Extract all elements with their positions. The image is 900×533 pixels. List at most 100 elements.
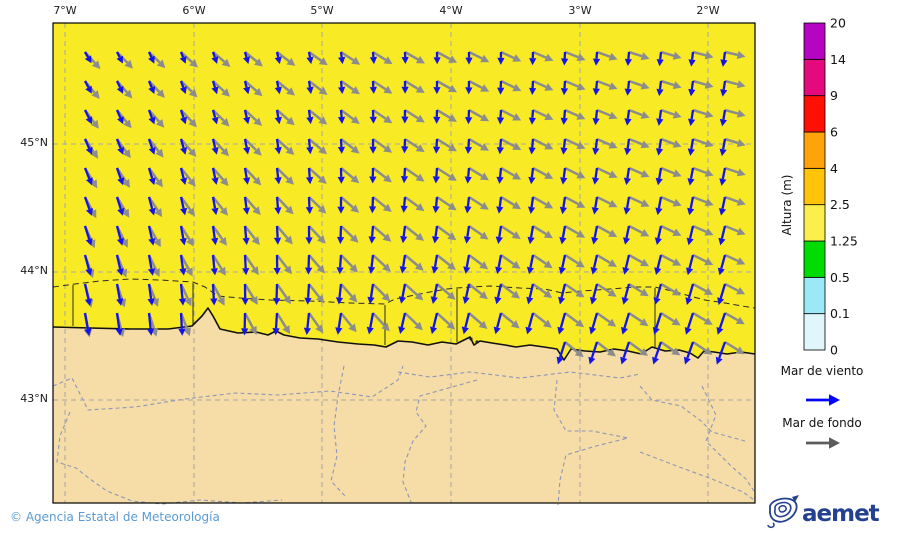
arrow-pair xyxy=(624,79,650,96)
arrow-pair xyxy=(273,254,292,275)
arrow-pair xyxy=(83,283,94,308)
arrow-pair xyxy=(368,225,392,244)
arrow-pair xyxy=(211,225,227,246)
arrow-pair xyxy=(589,311,617,335)
arrow-pair xyxy=(621,311,649,335)
arrow-pair xyxy=(556,341,584,365)
arrow-pair xyxy=(337,196,360,214)
arrow-pair xyxy=(273,225,293,245)
arrow-pair xyxy=(688,50,714,67)
arrow-pair xyxy=(115,138,131,159)
arrow-pair xyxy=(243,167,262,186)
arrow-pair xyxy=(620,340,648,365)
copyright-text: © Agencia Estatal de Meteorología xyxy=(10,510,220,524)
arrow-pair xyxy=(719,166,746,186)
arrow-pair xyxy=(687,137,714,156)
arrow-pair xyxy=(274,196,294,215)
arrow-pair xyxy=(433,108,457,124)
arrow-pair xyxy=(592,108,618,126)
lat-label: 44°N xyxy=(20,264,48,277)
arrow-pair xyxy=(529,50,554,66)
arrow-pair xyxy=(622,253,649,275)
arrow-pair xyxy=(656,108,682,126)
arrow-pair xyxy=(83,196,97,219)
arrow-pair xyxy=(528,137,554,155)
arrow-pair xyxy=(273,283,291,306)
arrow-pair xyxy=(496,195,521,214)
arrow-pair xyxy=(272,312,291,336)
arrow-pair xyxy=(336,254,358,275)
colorbar-tick-label: 0.1 xyxy=(830,306,850,321)
arrow-pair xyxy=(179,51,198,68)
arrow-pair xyxy=(178,283,192,307)
lon-label: 3°W xyxy=(568,4,592,17)
arrow-pair xyxy=(306,80,328,95)
arrow-pair xyxy=(147,138,164,158)
arrow-pair xyxy=(211,109,230,127)
colorbar: 0 0.1 0.5 1.25 2.5 4 6 9 14 20 xyxy=(803,16,858,358)
swell-arrow-icon xyxy=(806,437,840,449)
arrow-pair xyxy=(274,109,295,126)
arrow-pair xyxy=(399,254,424,274)
arrow-pair xyxy=(243,80,263,97)
arrow-pair xyxy=(305,225,326,245)
arrow-pair xyxy=(147,109,165,128)
arrow-pair xyxy=(496,108,522,125)
arrow-pair xyxy=(179,167,196,187)
arrow-pair xyxy=(274,80,295,96)
arrow-pair xyxy=(337,138,360,154)
arrow-pair xyxy=(241,312,257,336)
colorbar-tick-label: 1.25 xyxy=(830,234,858,249)
arrow-pair xyxy=(179,254,193,277)
swell-legend-label: Mar de fondo xyxy=(782,416,861,430)
lat-label: 43°N xyxy=(20,392,48,405)
arrow-pair xyxy=(720,50,746,67)
arrow-pair xyxy=(178,312,191,337)
arrow-pair xyxy=(464,137,489,154)
arrow-pair xyxy=(653,282,681,305)
arrow-pair xyxy=(497,50,522,65)
arrow-pair xyxy=(497,79,522,95)
arrow-pair xyxy=(591,224,618,245)
lon-label: 6°W xyxy=(182,4,206,17)
arrow-pair xyxy=(656,50,682,67)
arrow-pair xyxy=(368,254,391,274)
arrow-pair xyxy=(684,311,713,335)
arrow-pair xyxy=(211,167,229,187)
arrow-pair xyxy=(369,137,393,154)
map-sidebar: 0 0.1 0.5 1.25 2.5 4 6 9 14 20 Altura (m) Mar de … xyxy=(780,16,863,449)
arrow-pair xyxy=(115,167,130,188)
arrow-pair xyxy=(400,166,425,184)
lon-label: 2°W xyxy=(696,4,720,17)
arrow-pair xyxy=(465,50,490,65)
arrow-pair xyxy=(337,167,360,184)
arrow-pair xyxy=(430,312,456,335)
colorbar-tick-label: 9 xyxy=(830,88,838,103)
colorbar-tick-label: 6 xyxy=(830,125,838,140)
arrow-pair xyxy=(179,196,195,217)
arrow-pair xyxy=(687,166,714,186)
arrow-pair xyxy=(592,79,618,96)
arrow-pair xyxy=(274,51,296,66)
arrow-pair xyxy=(433,50,458,65)
arrow-pair xyxy=(242,254,259,276)
arrow-pair xyxy=(401,50,425,64)
arrow-pair xyxy=(306,167,327,185)
arrow-pair xyxy=(304,283,325,305)
arrow-pair xyxy=(335,312,357,335)
arrow-pair xyxy=(557,311,585,335)
arrow-pair xyxy=(718,224,746,246)
arrow-pair xyxy=(592,166,618,185)
arrow-pair xyxy=(718,195,746,216)
arrow-pair xyxy=(433,137,457,154)
aemet-logo: aemet xyxy=(767,495,881,529)
arrow-pair xyxy=(115,196,130,218)
arrow-pair xyxy=(210,283,225,306)
arrow-pair xyxy=(338,50,361,65)
arrow-pair xyxy=(366,312,390,335)
arrow-pair xyxy=(369,79,393,94)
lon-label: 7°W xyxy=(53,4,77,17)
arrow-pair xyxy=(432,195,457,214)
arrow-pair xyxy=(559,224,586,245)
